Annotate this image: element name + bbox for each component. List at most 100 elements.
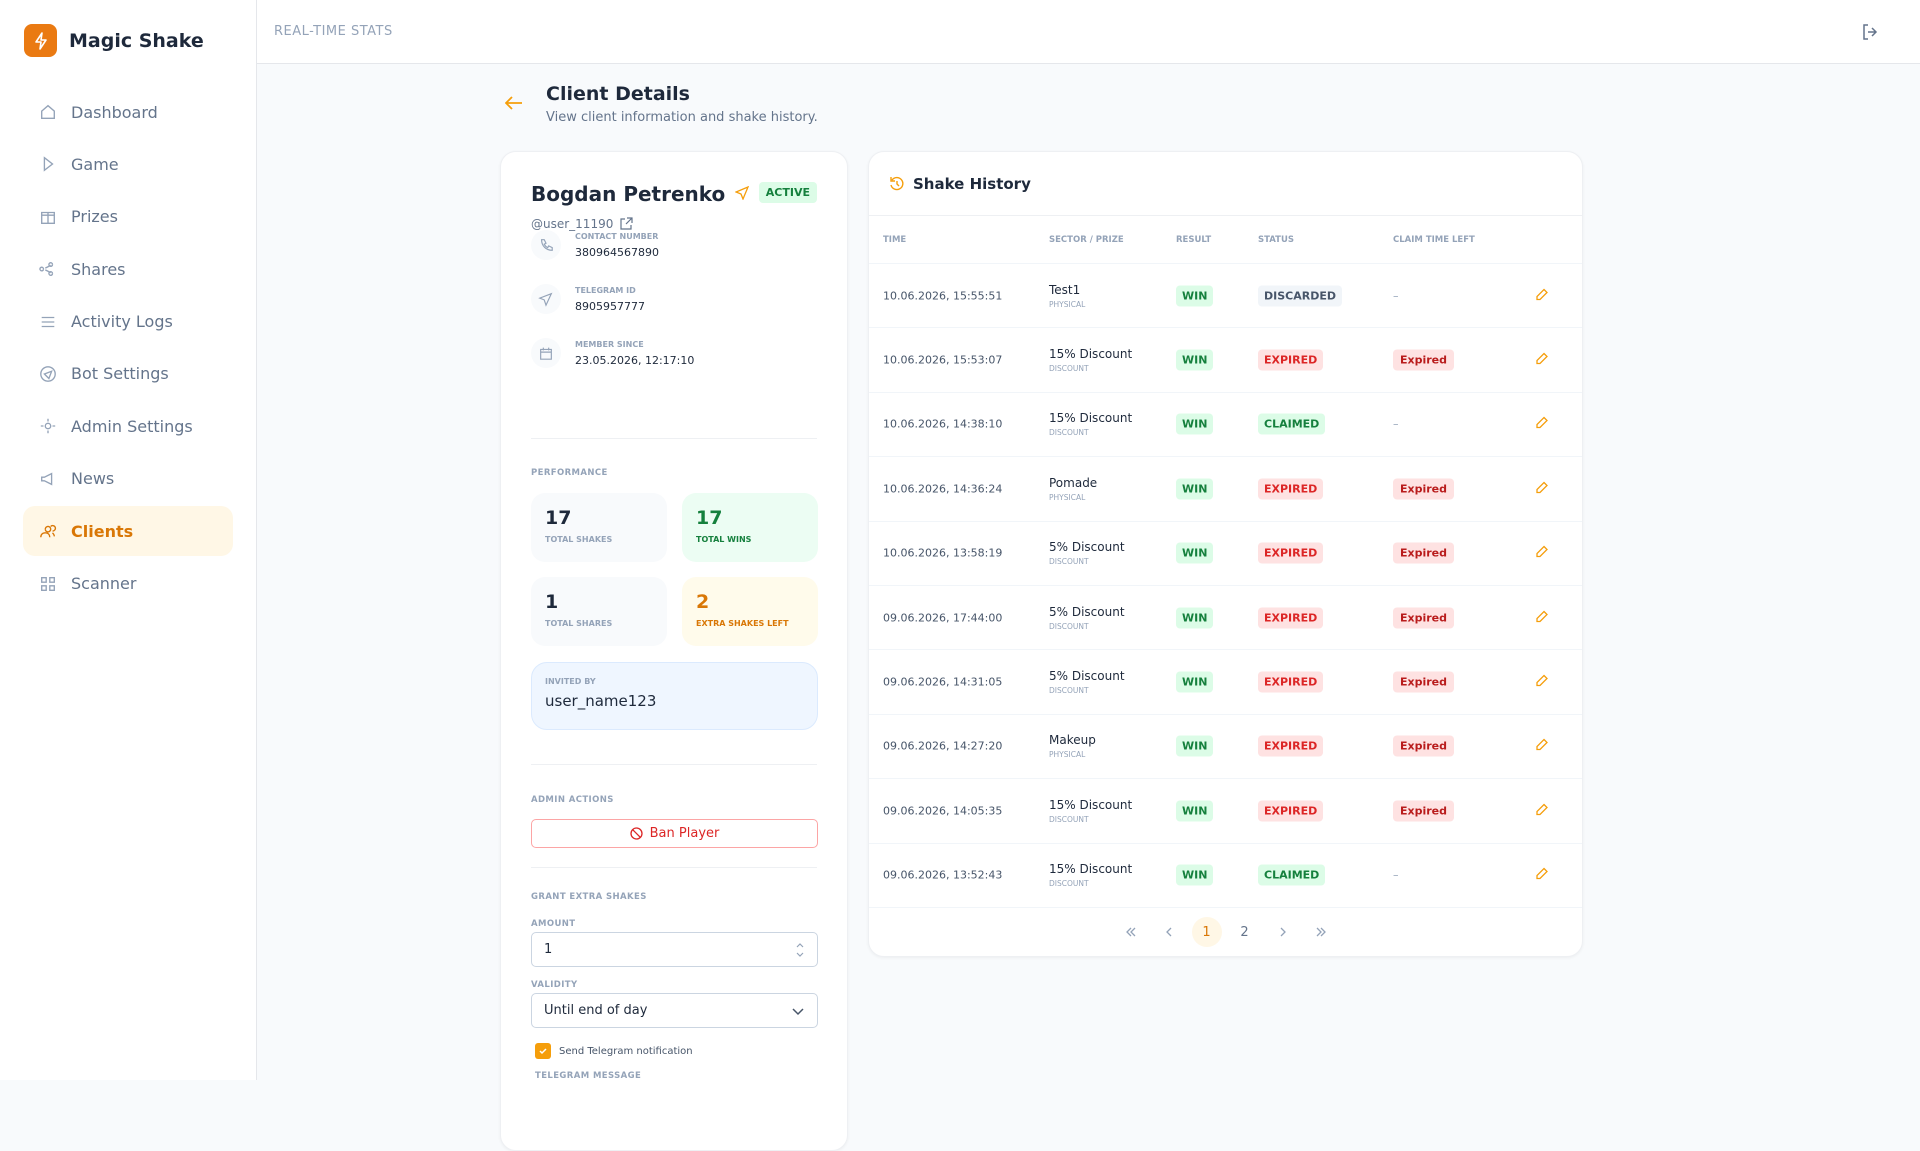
nav-item[interactable]: Prizes <box>23 192 233 242</box>
page-button[interactable]: 2 <box>1240 924 1249 940</box>
edit-button[interactable] <box>1535 608 1549 627</box>
prize-cell: 15% Discount DISCOUNT <box>1049 411 1132 437</box>
stat-value: 2 <box>696 591 710 613</box>
client-card: Bogdan Petrenko ACTIVE @user_11190 PERFO… <box>500 151 848 1151</box>
claim-time: Expired <box>1393 800 1455 822</box>
prize-cell: 15% Discount DISCOUNT <box>1049 347 1132 373</box>
prize-name: 5% Discount <box>1049 669 1125 684</box>
field-text: MEMBER SINCE 23.05.2026, 12:17:10 <box>575 340 694 367</box>
column-header: CLAIM TIME LEFT <box>1393 234 1475 245</box>
username[interactable]: @user_11190 <box>531 217 633 231</box>
column-header: RESULT <box>1176 234 1212 245</box>
invited-label: INVITED BY <box>545 677 596 686</box>
status-chip: CLAIMED <box>1258 864 1326 886</box>
field-text: CONTACT NUMBER 380964567890 <box>575 232 659 259</box>
nav-item[interactable]: Activity Logs <box>23 297 233 347</box>
edit-button[interactable] <box>1535 673 1549 692</box>
stats: 17 TOTAL SHAKES 17 TOTAL WINS 1 TOTAL SHARES 2… <box>531 493 818 646</box>
page-arrow[interactable] <box>1116 917 1146 947</box>
amount-value: 1 <box>544 942 553 957</box>
edit-button[interactable] <box>1535 544 1549 563</box>
prize-name: 15% Discount <box>1049 347 1133 362</box>
field-label: VALIDITY <box>531 980 578 990</box>
table-row: 10.06.2026, 14:38:10 15% Discount DISCOUNT… <box>869 393 1582 458</box>
status-chip: DISCARDED <box>1258 285 1342 307</box>
result-chip: WIN <box>1176 542 1214 564</box>
nav-item[interactable]: Game <box>23 139 233 189</box>
prize-type: DISCOUNT <box>1049 428 1089 438</box>
table-row: 09.06.2026, 14:05:35 15% Discount DISCOUNT… <box>869 779 1582 844</box>
nav-item[interactable]: Bot Settings <box>23 349 233 399</box>
claim-time: Expired <box>1393 607 1455 629</box>
nav-item[interactable]: Shares <box>23 244 233 294</box>
edit-button[interactable] <box>1535 351 1549 370</box>
status-chip: EXPIRED <box>1258 671 1324 693</box>
edit-button[interactable] <box>1535 801 1549 820</box>
edit-button[interactable] <box>1535 737 1549 756</box>
amount-input[interactable]: 1 <box>531 932 818 967</box>
stat-label: EXTRA SHAKES LEFT <box>696 619 789 628</box>
ban-button[interactable]: Ban Player <box>531 819 818 848</box>
validity-select[interactable]: Until end of day <box>531 993 818 1028</box>
table-row: 09.06.2026, 13:52:43 15% Discount DISCOUNT… <box>869 844 1582 908</box>
table-row: 10.06.2026, 15:55:51 Test1 PHYSICAL WIN DISC… <box>869 264 1582 329</box>
prize-type: DISCOUNT <box>1049 557 1089 567</box>
page: Magic Shake Dashboard Game Prizes Shares Act… <box>23 0 1920 1151</box>
divider <box>531 764 817 765</box>
claim-time: Expired <box>1393 349 1455 371</box>
prize-type: DISCOUNT <box>1049 364 1089 374</box>
field-icon <box>531 284 561 314</box>
time: 10.06.2026, 15:53:07 <box>883 353 1003 367</box>
edit-button[interactable] <box>1535 415 1549 434</box>
page-arrow[interactable] <box>1306 917 1336 947</box>
nav-item[interactable]: Clients <box>23 506 233 557</box>
page-button[interactable]: 1 <box>1191 917 1222 947</box>
nav-item[interactable]: Admin Settings <box>23 401 233 451</box>
nav-item[interactable]: News <box>23 454 233 504</box>
stat-label: TOTAL SHAKES <box>545 535 613 544</box>
table-row: 10.06.2026, 14:36:24 Pomade PHYSICAL WIN EXP… <box>869 457 1582 522</box>
prize-cell: 5% Discount DISCOUNT <box>1049 605 1125 631</box>
time: 10.06.2026, 13:58:19 <box>883 546 1003 560</box>
back[interactable] <box>505 96 523 110</box>
table-row: 10.06.2026, 13:58:19 5% Discount DISCOUNT W… <box>869 522 1582 586</box>
section-label: ADMIN ACTIONS <box>531 795 614 805</box>
nav-label: Scanner <box>71 574 137 594</box>
result-chip: WIN <box>1176 735 1214 757</box>
time: 09.06.2026, 17:44:00 <box>883 611 1003 625</box>
field-label: TELEGRAM ID <box>575 285 636 295</box>
table-row: 10.06.2026, 15:53:07 15% Discount DISCOUNT… <box>869 328 1582 393</box>
edit-button[interactable] <box>1535 286 1549 305</box>
prize-name: Makeup <box>1049 733 1096 748</box>
page-subtitle: View client information and shake histor… <box>546 110 818 125</box>
time: 10.06.2026, 14:36:24 <box>883 482 1003 496</box>
status-chip: EXPIRED <box>1258 349 1324 371</box>
claim-time: Expired <box>1393 671 1455 693</box>
telegram-icon[interactable] <box>735 186 749 200</box>
header-title: REAL-TIME STATS <box>274 24 393 39</box>
result-chip: WIN <box>1176 413 1214 435</box>
field-value: 23.05.2026, 12:17:10 <box>575 353 695 367</box>
edit-button[interactable] <box>1535 866 1549 885</box>
prize-cell: 5% Discount DISCOUNT <box>1049 540 1125 566</box>
page-arrow[interactable] <box>1268 917 1298 947</box>
result-chip: WIN <box>1176 349 1214 371</box>
section-label: GRANT EXTRA SHAKES <box>531 892 647 902</box>
logout[interactable] <box>1860 22 1880 42</box>
nav-item[interactable]: Dashboard <box>23 87 233 137</box>
table-row: 09.06.2026, 17:44:00 5% Discount DISCOUNT W… <box>869 586 1582 651</box>
field-icon <box>531 338 561 368</box>
divider <box>531 867 817 868</box>
time: 09.06.2026, 14:31:05 <box>883 675 1003 689</box>
column-header: STATUS <box>1258 234 1295 245</box>
page-arrow[interactable] <box>1154 917 1184 947</box>
nav-item[interactable]: Scanner <box>23 559 233 609</box>
prize-cell: Pomade PHYSICAL <box>1049 476 1097 502</box>
prize-type: PHYSICAL <box>1049 492 1086 502</box>
result-chip: WIN <box>1176 285 1214 307</box>
prize-name: 15% Discount <box>1049 411 1133 426</box>
stat-value: 1 <box>545 591 559 613</box>
edit-button[interactable] <box>1535 479 1549 498</box>
notify-checkbox[interactable]: Send Telegram notification <box>535 1043 693 1059</box>
brand: Magic Shake <box>24 24 204 57</box>
